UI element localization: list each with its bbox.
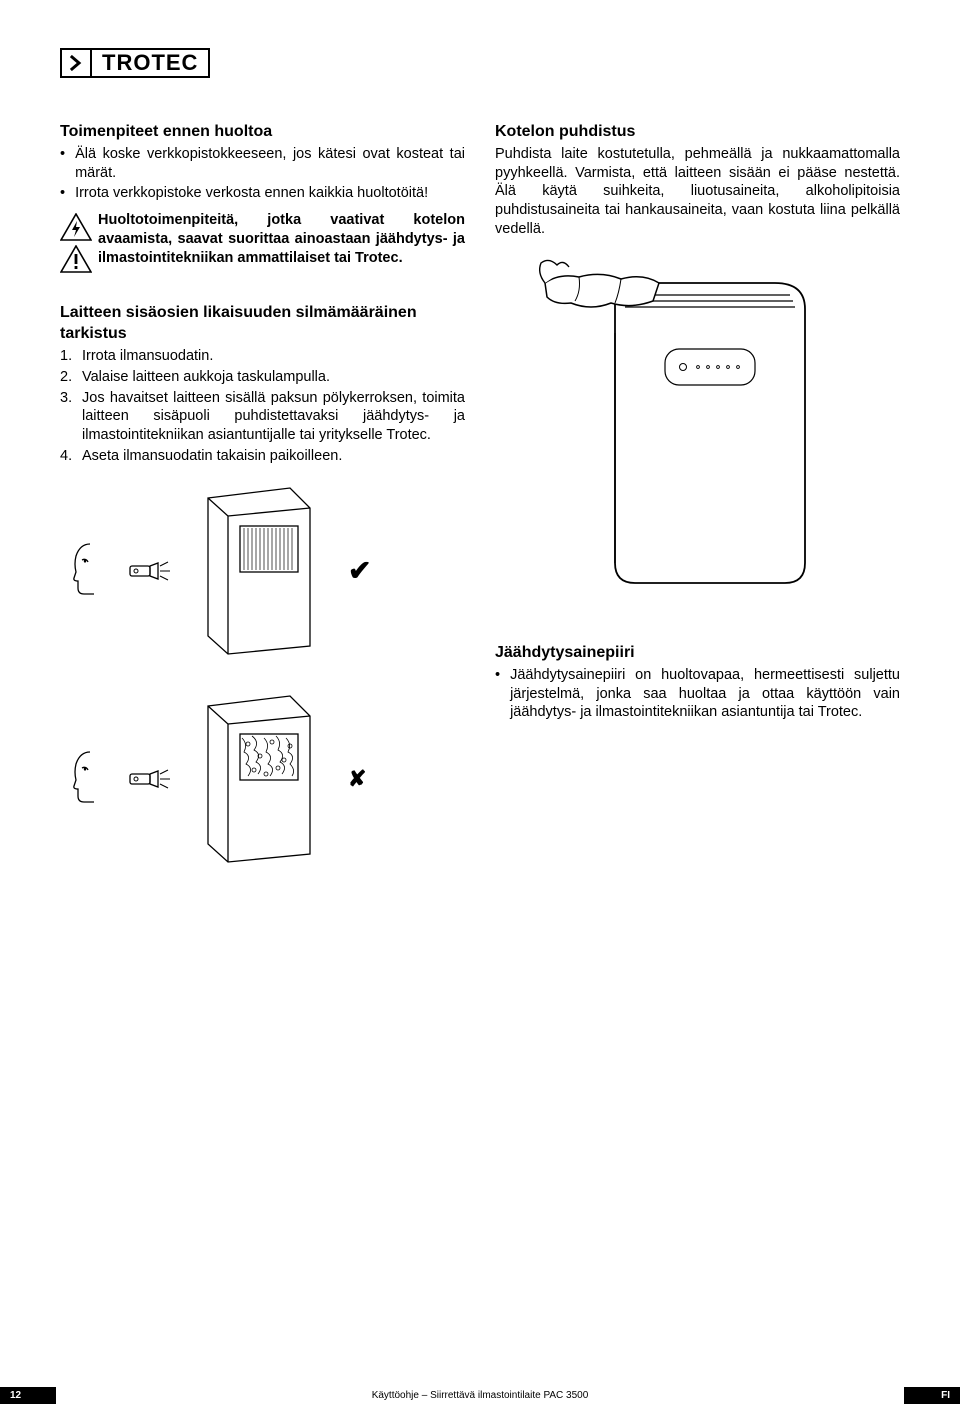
step-item: 4.Aseta ilmansuodatin takaisin paikoille… [60, 447, 465, 466]
flashlight-icon [128, 556, 172, 586]
step-item: 1.Irrota ilmansuodatin. [60, 347, 465, 366]
step-item: 2.Valaise laitteen aukkoja taskulampulla… [60, 368, 465, 387]
step-num: 4. [60, 447, 82, 466]
step-text: Aseta ilmansuodatin takaisin paikoilleen… [82, 447, 342, 466]
step-num: 2. [60, 368, 82, 387]
step-text: Valaise laitteen aukkoja taskulampulla. [82, 368, 330, 387]
bullets-refrigerant: Jäähdytysainepiiri on huoltovapaa, herme… [495, 666, 900, 723]
page-footer: 12 Käyttöohje – Siirrettävä ilmastointil… [0, 1387, 960, 1404]
step-num: 3. [60, 389, 82, 446]
unit-dirty-icon [190, 694, 320, 864]
footer-title: Käyttöohje – Siirrettävä ilmastointilait… [56, 1389, 904, 1402]
unit-clean-icon [190, 486, 320, 656]
device-cleaning-icon [535, 253, 835, 593]
para-housing-cleaning: Puhdista laite kostutetulla, pehmeällä j… [495, 145, 900, 239]
illustration-dirty: ✘ [60, 694, 465, 864]
heading-refrigerant: Jäähdytysainepiiri [495, 643, 900, 664]
steps-list: 1.Irrota ilmansuodatin. 2.Valaise laitte… [60, 347, 465, 466]
chevron-icon [62, 50, 92, 76]
bullet-text: Jäähdytysainepiiri on huoltovapaa, herme… [510, 666, 900, 723]
bullets-before-maintenance: Älä koske verkkopistokkeeseen, jos kätes… [60, 145, 465, 204]
bullet-item: Jäähdytysainepiiri on huoltovapaa, herme… [495, 666, 900, 723]
bullet-item: Älä koske verkkopistokkeeseen, jos kätes… [60, 145, 465, 183]
step-num: 1. [60, 347, 82, 366]
illustration-clean: ✔ [60, 486, 465, 656]
caution-warning-icon [60, 245, 92, 273]
heading-visual-check: Laitteen sisäosien likaisuuden silmämäär… [60, 303, 465, 345]
face-icon [60, 744, 110, 814]
warning-block: Huoltotoimenpiteitä, jotka vaativat kote… [60, 211, 465, 273]
heading-housing-cleaning: Kotelon puhdistus [495, 122, 900, 143]
bullet-text: Irrota verkkopistoke verkosta ennen kaik… [75, 184, 428, 203]
check-icon: ✔ [348, 553, 371, 589]
face-icon [60, 536, 110, 606]
step-text: Irrota ilmansuodatin. [82, 347, 213, 366]
illustrations: ✔ [60, 486, 465, 864]
heading-before-maintenance: Toimenpiteet ennen huoltoa [60, 122, 465, 143]
brand-logo: TROTEC [60, 48, 210, 78]
cross-icon: ✘ [348, 765, 366, 794]
flashlight-icon [128, 764, 172, 794]
step-item: 3.Jos havaitset laitteen sisällä paksun … [60, 389, 465, 446]
bullet-text: Älä koske verkkopistokkeeseen, jos kätes… [75, 145, 465, 183]
bullet-item: Irrota verkkopistoke verkosta ennen kaik… [60, 184, 465, 203]
footer-lang: FI [904, 1387, 960, 1404]
warning-icons [60, 213, 92, 273]
brand-name: TROTEC [92, 49, 208, 78]
right-column: Kotelon puhdistus Puhdista laite kostute… [495, 122, 900, 902]
step-text: Jos havaitset laitteen sisällä paksun pö… [82, 389, 465, 446]
left-column: Toimenpiteet ennen huoltoa Älä koske ver… [60, 122, 465, 902]
electric-warning-icon [60, 213, 92, 241]
warning-text: Huoltotoimenpiteitä, jotka vaativat kote… [98, 211, 465, 268]
footer-page-number: 12 [0, 1387, 56, 1404]
